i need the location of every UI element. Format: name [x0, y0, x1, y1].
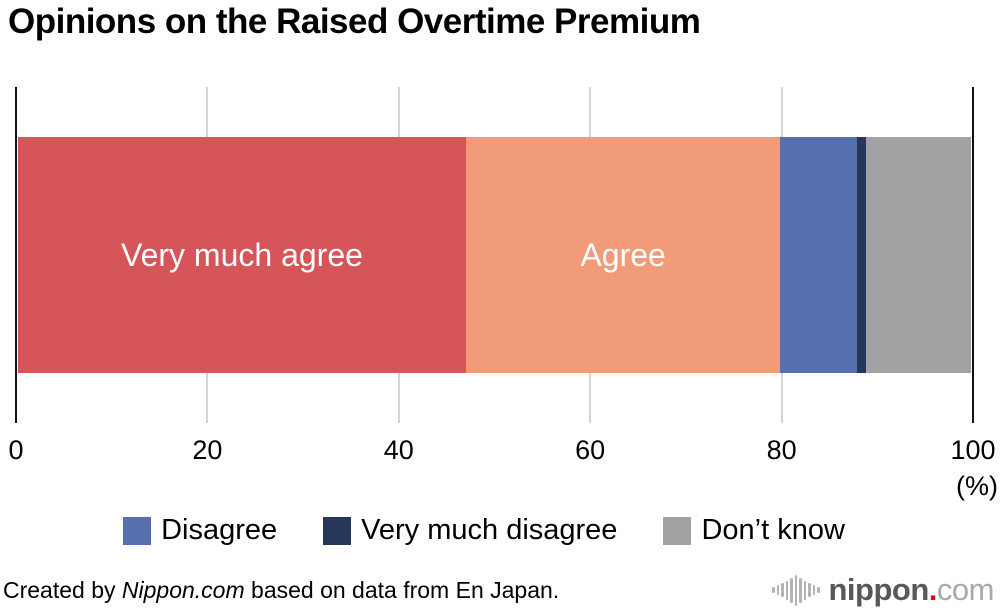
logo-tld: com: [936, 572, 995, 607]
wave-bar: [785, 580, 788, 600]
right-axis-line: [972, 87, 974, 423]
logo-name: nippon: [828, 572, 930, 607]
x-tick-label-60: 60: [575, 435, 606, 465]
wave-bar: [817, 587, 820, 593]
wave-bar: [794, 574, 797, 606]
x-tick-label-40: 40: [383, 435, 414, 465]
wave-bar: [808, 583, 811, 597]
nippon-logo-text: nippon.com: [829, 572, 995, 608]
wave-bar: [799, 577, 802, 603]
left-axis-line: [15, 87, 17, 423]
bar-segment-label-very-much-agree: Very much agree: [121, 236, 363, 273]
wave-bar: [790, 577, 793, 603]
legend-item-very-much-disagree: Very much disagree: [323, 514, 617, 547]
wave-bar: [772, 587, 775, 593]
legend-item-disagree: Disagree: [123, 514, 277, 547]
credit-source: Nippon.com: [121, 577, 245, 603]
x-tick-label-20: 20: [192, 435, 223, 465]
x-tick-label-100: 100: [950, 435, 996, 465]
bar-segment-very-much-disagree: [856, 137, 867, 373]
wave-bar: [812, 585, 815, 595]
credit-prefix: Created by: [3, 577, 122, 603]
bar-segment-agree: Agree: [465, 137, 781, 373]
legend-swatch-disagree: [123, 516, 152, 545]
stacked-bar: Very much agree Agree: [18, 137, 971, 373]
legend: Disagree Very much disagree Don’t know: [0, 514, 984, 547]
chart-title: Opinions on the Raised Overtime Premium: [8, 2, 701, 41]
x-tick-label-80: 80: [766, 435, 797, 465]
legend-swatch-very-much-disagree: [323, 516, 352, 545]
legend-label: Don’t know: [701, 514, 845, 546]
bar-segment-label-agree: Agree: [580, 236, 666, 273]
legend-item-don-t-know: Don’t know: [663, 514, 845, 547]
credit-text: Created by Nippon.com based on data from…: [3, 577, 559, 604]
bar-segment-very-much-agree: Very much agree: [18, 137, 466, 373]
legend-label: Disagree: [161, 514, 278, 546]
logo-dot: .: [928, 572, 938, 607]
x-tick-label-0: 0: [8, 435, 24, 465]
x-axis-unit: (%): [956, 471, 998, 501]
legend-swatch-don-t-know: [663, 516, 692, 545]
legend-label: Very much disagree: [361, 514, 618, 546]
wave-bar: [803, 580, 806, 600]
nippon-logo: nippon.com: [772, 572, 995, 608]
bar-segment-don-t-know: [866, 137, 971, 373]
bar-segment-disagree: [780, 137, 857, 373]
soundwave-icon: [772, 574, 820, 606]
wave-bar: [776, 585, 779, 595]
wave-bar: [781, 583, 784, 597]
credit-suffix: based on data from En Japan.: [244, 577, 560, 603]
plot-area: Very much agree Agree 0 20 40 60 80 100 (%): [8, 87, 998, 501]
